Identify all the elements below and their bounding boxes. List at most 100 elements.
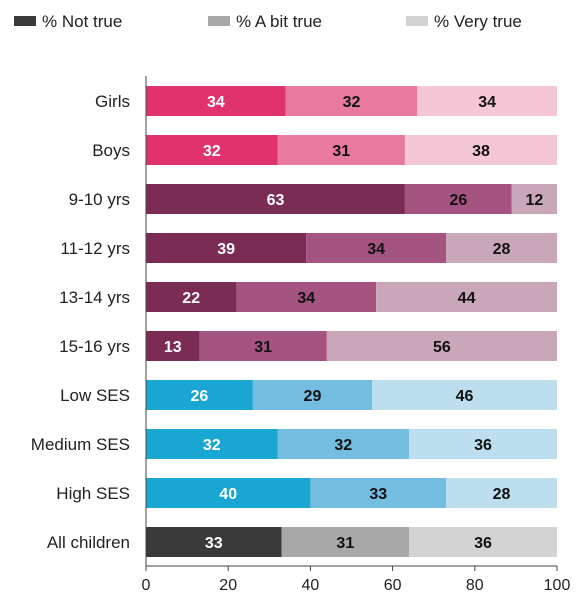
category-label-13-14-yrs: 13-14 yrs [59,288,130,307]
category-label-high-ses: High SES [56,484,130,503]
chart-legend: % Not true % A bit true % Very true [14,12,522,31]
bars-area: 34 32 34 32 31 38 63 26 12 39 34 28 22 34 44 13 31 56 26 29… [146,86,557,557]
data-label: 22 [182,290,200,307]
data-label: 39 [217,241,235,258]
bar-row-9-10-yrs: 63 26 12 [146,184,557,214]
bar-row-high-ses: 40 33 28 [146,478,557,508]
data-label: 36 [474,535,492,552]
bar-segment-pct-a-bit-true [281,527,410,557]
bar-row-all-children: 33 31 36 [146,527,557,557]
data-label: 28 [493,486,511,503]
x-tick-label: 60 [384,577,402,594]
bar-segment-pct-a-bit-true [277,429,410,459]
data-label: 34 [367,241,385,258]
data-label: 32 [343,94,361,111]
bar-segment-pct-very-true [404,135,557,165]
bar-segment-pct-very-true [417,86,557,116]
bar-segment-pct-not-true [146,233,307,263]
data-label: 32 [334,437,352,454]
data-label: 63 [267,192,285,209]
x-tick-label: 80 [466,577,484,594]
x-axis: 0 20 40 60 80 100 [142,76,571,594]
x-tick-label: 40 [302,577,320,594]
legend-item-pct-not-true: % Not true [14,12,122,31]
data-label: 28 [493,241,511,258]
data-label: 29 [304,388,322,405]
bar-segment-pct-a-bit-true [306,233,447,263]
category-labels: Girls Boys 9-10 yrs 11-12 yrs 13-14 yrs 15-16… [31,92,130,552]
bar-segment-pct-very-true [372,380,557,410]
legend-label: % Not true [42,12,122,31]
bar-segment-pct-not-true [146,429,278,459]
data-label: 36 [474,437,492,454]
bar-segment-pct-a-bit-true [199,331,327,361]
bar-row-medium-ses: 32 32 36 [146,429,557,459]
category-label-medium-ses: Medium SES [31,435,130,454]
bar-segment-pct-not-true [146,527,282,557]
data-label: 46 [456,388,474,405]
bar-row-13-14-yrs: 22 34 44 [146,282,557,312]
category-label-11-12-yrs: 11-12 yrs [60,239,130,258]
bar-segment-pct-very-true [446,478,557,508]
category-label-boys: Boys [92,141,130,160]
bar-segment-pct-very-true [326,331,557,361]
legend-swatch [14,16,36,26]
bar-segment-pct-very-true [446,233,557,263]
bar-segment-pct-not-true [146,478,311,508]
bar-segment-pct-not-true [146,380,253,410]
legend-swatch [208,16,230,26]
bar-segment-pct-very-true [511,184,557,214]
legend-item-pct-very-true: % Very true [406,12,522,31]
bar-segment-pct-a-bit-true [404,184,512,214]
data-label: 40 [219,486,237,503]
data-label: 44 [458,290,476,307]
bar-segment-pct-not-true [146,282,237,312]
x-tick-label: 100 [544,577,571,594]
data-label: 33 [205,535,223,552]
category-label-9-10-yrs: 9-10 yrs [69,190,130,209]
data-label: 34 [478,94,496,111]
category-label-all-children: All children [47,533,130,552]
data-label: 34 [297,290,315,307]
category-label-15-16-yrs: 15-16 yrs [59,337,130,356]
bar-row-boys: 32 31 38 [146,135,557,165]
bar-segment-pct-not-true [146,86,286,116]
data-label: 33 [369,486,387,503]
bar-segment-pct-a-bit-true [252,380,373,410]
data-label: 12 [525,192,543,209]
x-tick-label: 20 [219,577,237,594]
data-label: 32 [203,437,221,454]
legend-label: % A bit true [236,12,322,31]
bar-segment-pct-not-true [146,135,278,165]
x-tick-label: 0 [142,577,151,594]
bar-segment-pct-very-true [376,282,557,312]
bar-row-girls: 34 32 34 [146,86,557,116]
bar-segment-pct-very-true [409,429,557,459]
bar-row-low-ses: 26 29 46 [146,380,557,410]
data-label: 31 [254,339,272,356]
legend-label: % Very true [434,12,522,31]
data-label: 34 [207,94,225,111]
data-label: 31 [332,143,350,160]
bar-row-15-16-yrs: 13 31 56 [146,331,557,361]
bar-segment-pct-very-true [409,527,557,557]
bar-segment-pct-a-bit-true [310,478,447,508]
data-label: 26 [191,388,209,405]
data-label: 32 [203,143,221,160]
category-label-girls: Girls [95,92,130,111]
data-label: 56 [433,339,451,356]
data-label: 26 [449,192,467,209]
data-label: 31 [336,535,354,552]
bar-segment-pct-a-bit-true [285,86,418,116]
bar-row-11-12-yrs: 39 34 28 [146,233,557,263]
data-label: 13 [164,339,182,356]
legend-item-pct-a-bit-true: % A bit true [208,12,322,31]
data-label: 38 [472,143,490,160]
bar-segment-pct-not-true [146,331,200,361]
category-label-low-ses: Low SES [60,386,130,405]
legend-swatch [406,16,428,26]
bar-segment-pct-a-bit-true [277,135,405,165]
bar-segment-pct-a-bit-true [236,282,377,312]
bar-segment-pct-not-true [146,184,405,214]
